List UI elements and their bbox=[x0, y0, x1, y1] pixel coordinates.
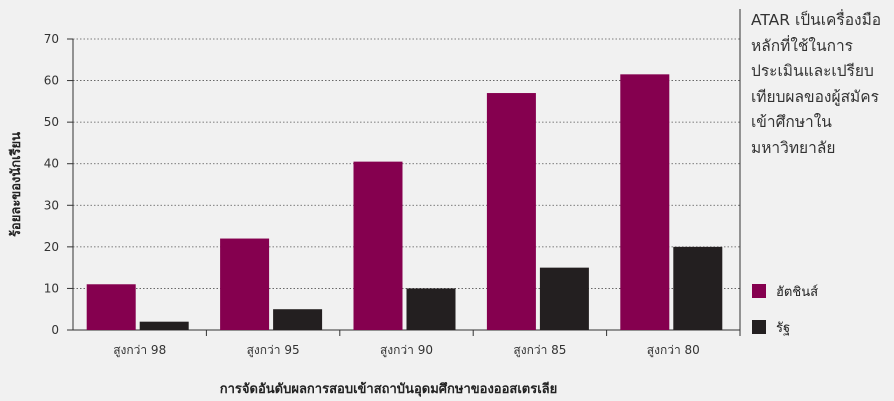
y-tick-label: 30 bbox=[44, 198, 59, 212]
legend-swatch bbox=[752, 284, 766, 298]
bar-state bbox=[539, 267, 589, 330]
legend-label: รัฐ bbox=[776, 320, 791, 336]
bar-state bbox=[273, 309, 323, 330]
legend-item-hutchins: ฮัตชินส์ bbox=[752, 281, 818, 301]
legend-label: ฮัตชินส์ bbox=[776, 284, 819, 300]
x-tick-labels: สูงกว่า 98 สูงกว่า 95 สูงกว่า 90 สูงกว่า 85… bbox=[113, 330, 741, 358]
bar-hutchins bbox=[620, 74, 670, 330]
y-tick-label: 40 bbox=[44, 157, 59, 171]
legend: ฮัตชินส์ รัฐ bbox=[752, 281, 818, 353]
y-tick-label: 60 bbox=[44, 74, 59, 88]
x-tick-label: สูงกว่า 95 bbox=[247, 343, 300, 358]
y-tick-label: 0 bbox=[51, 323, 59, 337]
bar-state bbox=[406, 288, 456, 330]
x-tick-label: สูงกว่า 90 bbox=[380, 343, 433, 358]
x-tick-label: สูงกว่า 85 bbox=[513, 343, 566, 358]
y-tick-label: 70 bbox=[44, 32, 59, 46]
bar-state bbox=[139, 321, 189, 330]
y-tick-labels: 0 10 20 30 40 50 60 70 bbox=[44, 32, 59, 337]
y-tick-label: 50 bbox=[44, 115, 59, 129]
bars bbox=[86, 74, 723, 331]
y-tick-label: 10 bbox=[44, 281, 59, 295]
x-axis-title: การจัดอันดับผลการสอบเข้าสถาบันอุดมศึกษาข… bbox=[220, 381, 558, 397]
legend-swatch bbox=[752, 320, 766, 334]
x-tick-label: สูงกว่า 80 bbox=[647, 343, 700, 358]
bar-hutchins bbox=[86, 284, 136, 330]
bar-state bbox=[673, 246, 723, 330]
y-tick-label: 20 bbox=[44, 240, 59, 254]
bar-hutchins bbox=[486, 93, 536, 331]
side-note: ATAR เป็นเครื่องมือหลักที่ใช้ในการประเมิ… bbox=[751, 11, 882, 157]
bar-hutchins bbox=[220, 238, 270, 330]
bar-hutchins bbox=[353, 161, 403, 330]
legend-item-state: รัฐ bbox=[752, 317, 818, 337]
y-axis-title: ร้อยละของนักเรียน bbox=[8, 132, 24, 237]
x-tick-label: สูงกว่า 98 bbox=[113, 343, 166, 358]
